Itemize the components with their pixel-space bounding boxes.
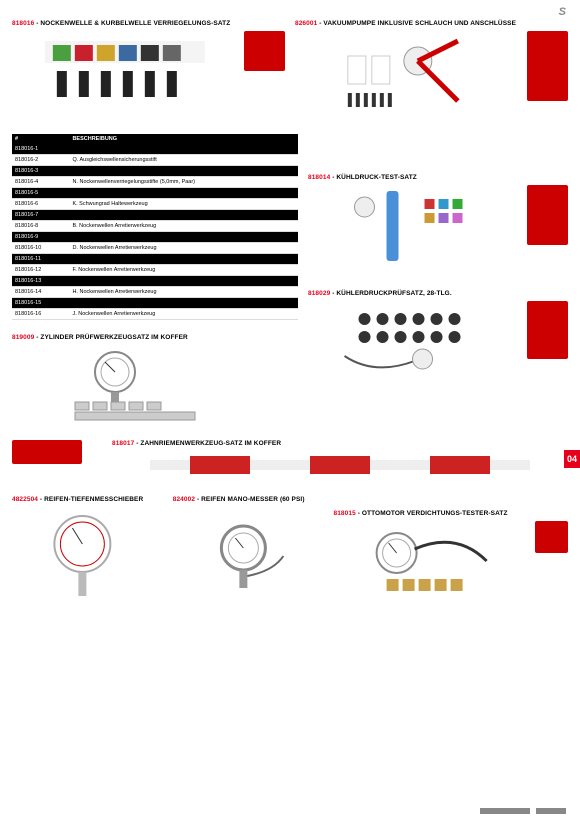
- product-818016: 818016 - NOCKENWELLE & KURBELWELLE VERRI…: [12, 20, 285, 126]
- cell-desc: [69, 166, 298, 177]
- cell-desc: [69, 144, 298, 155]
- cell-num: 818016-15: [12, 298, 69, 309]
- cell-num: 818016-14: [12, 287, 69, 298]
- product-image: [308, 301, 521, 381]
- table-row: 818016-11: [12, 254, 298, 265]
- cell-desc: [69, 210, 298, 221]
- cell-desc: B. Nockenwellen Arretierwerkzeug: [69, 221, 298, 232]
- product-title: REIFEN MANO-MESSER (60 PSI): [201, 496, 304, 503]
- product-image: [334, 521, 529, 601]
- table-row: 818016-12F. Nockenwellen Arretierwerkzeu…: [12, 265, 298, 276]
- product-code: 824002: [173, 496, 195, 503]
- brand-logo: S: [559, 6, 566, 18]
- cell-num: 818016-7: [12, 210, 69, 221]
- product-title: KÜHLDRUCK-TEST-SATZ: [336, 174, 417, 181]
- cell-desc: H. Nockenwellen Arretierwerkzeug: [69, 287, 298, 298]
- product-818015: 818015 - OTTOMOTOR VERDICHTUNGS-TESTER-S…: [334, 496, 569, 603]
- cell-num: 818016-13: [12, 276, 69, 287]
- product-image: [308, 185, 521, 280]
- table-row: 818016-3: [12, 166, 298, 177]
- product-image: [12, 344, 298, 434]
- product-title: NOCKENWELLE & KURBELWELLE VERRIEGELUNGS-…: [40, 20, 230, 27]
- product-image: [12, 506, 163, 601]
- footer-bar: [480, 808, 566, 814]
- product-title: ZAHNRIEMENWERKZEUG-SATZ IM KOFFER: [140, 440, 281, 447]
- cell-desc: [69, 188, 298, 199]
- table-row: 818016-7: [12, 210, 298, 221]
- product-818029: 818029 - KÜHLERDRUCKPRÜFSATZ, 28-TLG.: [308, 290, 568, 381]
- product-818014: 818014 - KÜHLDRUCK-TEST-SATZ: [308, 174, 568, 280]
- parts-table-818016: # BESCHREIBUNG 818016-1818016-2Q. Ausgle…: [12, 134, 298, 320]
- cell-desc: [69, 276, 298, 287]
- th-desc: BESCHREIBUNG: [69, 134, 298, 144]
- product-code: 819009: [12, 334, 34, 341]
- table-row: 818016-5: [12, 188, 298, 199]
- table-row: 818016-10D. Nockenwellen Arretierwerkzeu…: [12, 243, 298, 254]
- cell-desc: F. Nockenwellen Arretierwerkzeug: [69, 265, 298, 276]
- cell-num: 818016-3: [12, 166, 69, 177]
- product-code: 818029: [308, 290, 330, 297]
- product-code: 826001: [295, 20, 317, 27]
- table-row: 818016-1: [12, 144, 298, 155]
- table-row: 818016-4N. Nockenwellenverriegelungsstif…: [12, 177, 298, 188]
- table-row: 818016-14H. Nockenwellen Arretierwerkzeu…: [12, 287, 298, 298]
- cell-desc: [69, 298, 298, 309]
- cell-desc: [69, 232, 298, 243]
- cell-desc: Q. Ausgleichswellensicherungsstift: [69, 155, 298, 166]
- product-image: [173, 506, 324, 601]
- cell-desc: K. Schwungrad Haltewerkzeug: [69, 199, 298, 210]
- product-image: [12, 31, 238, 121]
- table-row: 818016-6K. Schwungrad Haltewerkzeug: [12, 199, 298, 210]
- product-819009: 819009 - ZYLINDER PRÜFWERKZEUGSATZ IM KO…: [12, 334, 298, 436]
- case-image: [12, 440, 82, 464]
- product-title: REIFEN-TIEFENMESSCHIEBER: [44, 496, 143, 503]
- table-row: 818016-9: [12, 232, 298, 243]
- cell-num: 818016-5: [12, 188, 69, 199]
- product-image: [112, 450, 568, 486]
- cell-num: 818016-4: [12, 177, 69, 188]
- cell-desc: J. Nockenwellen Arretierwerkzeug: [69, 309, 298, 320]
- cell-num: 818016-1: [12, 144, 69, 155]
- section-tab: 04: [564, 450, 580, 468]
- cell-desc: N. Nockenwellenverriegelungsstifte (5,0m…: [69, 177, 298, 188]
- cell-num: 818016-11: [12, 254, 69, 265]
- product-title: ZYLINDER PRÜFWERKZEUGSATZ IM KOFFER: [40, 334, 187, 341]
- cell-num: 818016-16: [12, 309, 69, 320]
- product-title: VAKUUMPUMPE INKLUSIVE SCHLAUCH UND ANSCH…: [323, 20, 516, 27]
- case-image: [527, 31, 568, 101]
- product-826001: 826001 - VAKUUMPUMPE INKLUSIVE SCHLAUCH …: [295, 20, 568, 126]
- table-row: 818016-15: [12, 298, 298, 309]
- th-num: #: [12, 134, 69, 144]
- table-row: 818016-8B. Nockenwellen Arretierwerkzeug: [12, 221, 298, 232]
- product-code: 4822504: [12, 496, 38, 503]
- table-row: 818016-16J. Nockenwellen Arretierwerkzeu…: [12, 309, 298, 320]
- table-row: 818016-13: [12, 276, 298, 287]
- product-title: KÜHLERDRUCKPRÜFSATZ, 28-TLG.: [336, 290, 451, 297]
- product-4822504: 4822504 - REIFEN-TIEFENMESSCHIEBER: [12, 496, 163, 603]
- cell-desc: [69, 254, 298, 265]
- product-image: [295, 31, 521, 126]
- cell-num: 818016-9: [12, 232, 69, 243]
- cell-num: 818016-12: [12, 265, 69, 276]
- case-image: [535, 521, 568, 553]
- product-code: 818017: [112, 440, 134, 447]
- cell-num: 818016-2: [12, 155, 69, 166]
- product-824002: 824002 - REIFEN MANO-MESSER (60 PSI): [173, 496, 324, 603]
- product-title: OTTOMOTOR VERDICHTUNGS-TESTER-SATZ: [362, 510, 508, 517]
- product-code: 818015: [334, 510, 356, 517]
- case-image: [244, 31, 285, 71]
- case-image: [527, 301, 568, 359]
- product-818017: 818017 - ZAHNRIEMENWERKZEUG-SATZ IM KOFF…: [112, 440, 568, 488]
- table-row: 818016-2Q. Ausgleichswellensicherungssti…: [12, 155, 298, 166]
- cell-desc: D. Nockenwellen Arretierwerkzeug: [69, 243, 298, 254]
- product-code: 818014: [308, 174, 330, 181]
- cell-num: 818016-6: [12, 199, 69, 210]
- product-code: 818016: [12, 20, 34, 27]
- cell-num: 818016-10: [12, 243, 69, 254]
- case-image: [527, 185, 568, 245]
- cell-num: 818016-8: [12, 221, 69, 232]
